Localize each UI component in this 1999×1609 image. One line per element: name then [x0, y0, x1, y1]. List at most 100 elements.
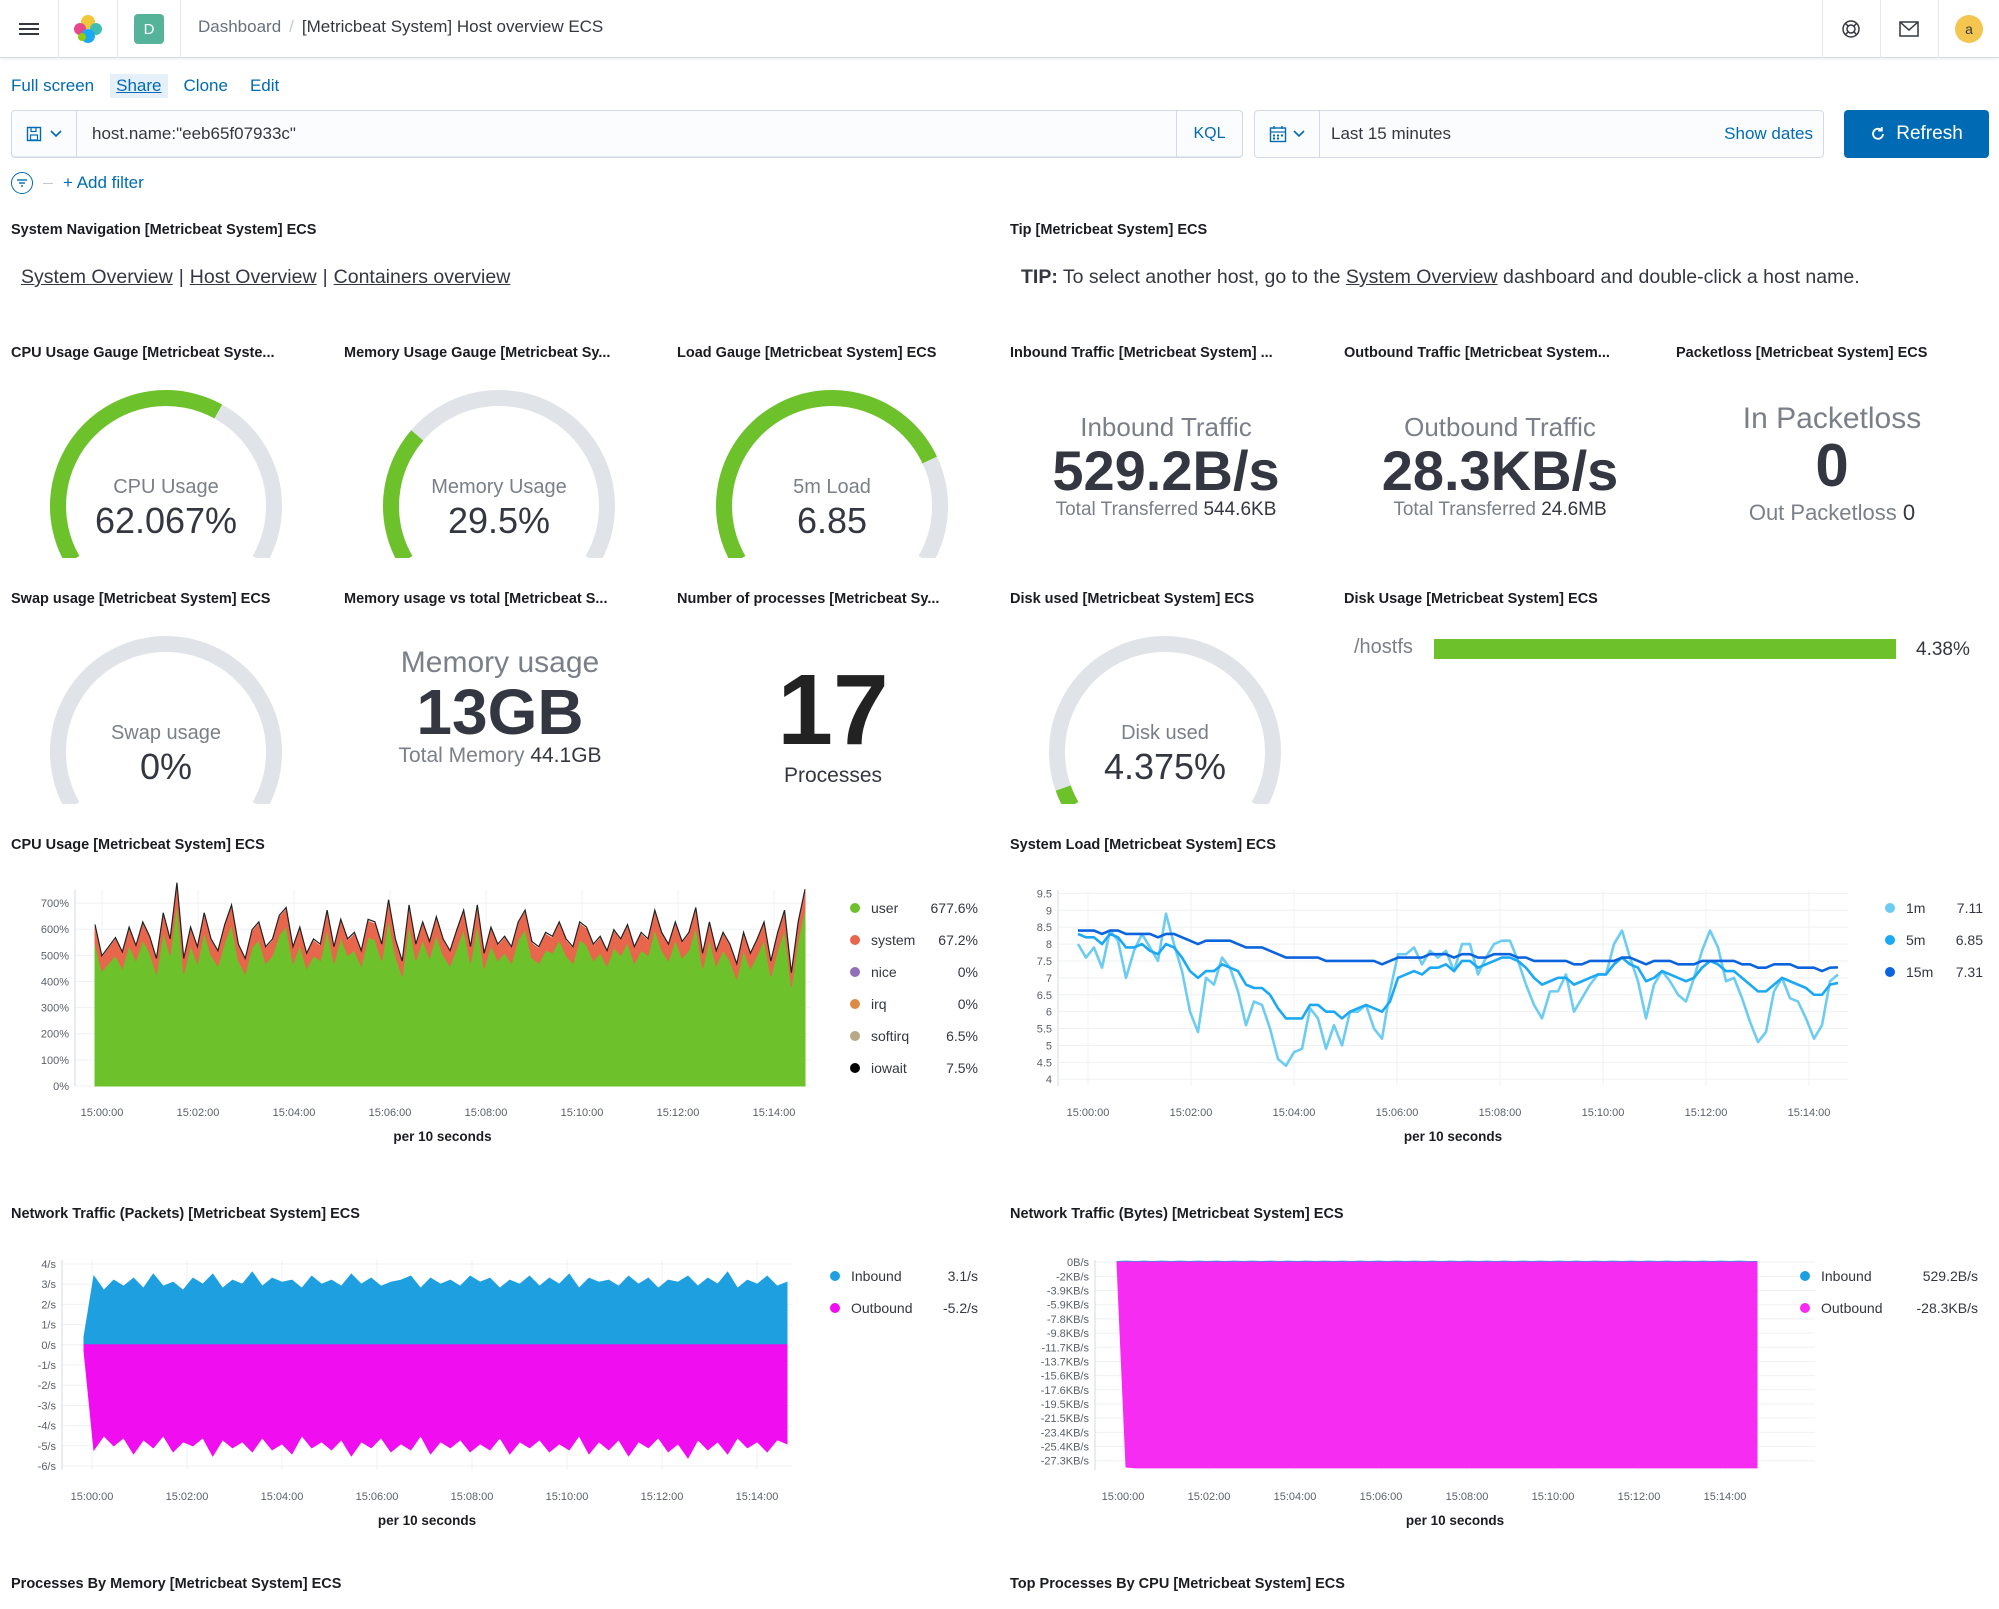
y-tick-label: 5 [1046, 1040, 1052, 1052]
host-overview-link[interactable]: Host Overview [189, 266, 317, 288]
header-divider [58, 0, 59, 58]
legend-dot [850, 1031, 860, 1041]
space-selector[interactable]: D [118, 0, 180, 58]
x-tick-label: 15:00:00 [1102, 1491, 1145, 1503]
x-tick-label: 15:06:00 [369, 1107, 412, 1119]
refresh-button[interactable]: Refresh [1844, 110, 1989, 158]
clone-link[interactable]: Clone [183, 76, 228, 95]
y-tick-label: -19.5KB/s [1041, 1399, 1090, 1411]
kql-toggle-button[interactable]: KQL [1176, 111, 1242, 157]
chevron-down-icon [50, 130, 62, 138]
x-tick-label: 15:00:00 [1067, 1107, 1110, 1119]
user-menu-button[interactable]: a [1940, 0, 1998, 58]
x-tick-label: 15:06:00 [1376, 1107, 1419, 1119]
full-screen-link[interactable]: Full screen [11, 76, 95, 95]
x-tick-label: 15:08:00 [465, 1107, 508, 1119]
legend-dot [1885, 935, 1895, 945]
series-line-15m [1078, 929, 1839, 973]
x-axis-title: per 10 seconds [393, 1129, 491, 1144]
series-area-Outbound [1116, 1261, 1758, 1469]
y-tick-label: 400% [41, 976, 69, 988]
elastic-logo[interactable] [59, 0, 117, 58]
filter-options-icon[interactable] [11, 172, 33, 194]
y-tick-label: -11.7KB/s [1042, 1342, 1090, 1354]
breadcrumb: Dashboard / [Metricbeat System] Host overv… [198, 17, 604, 36]
y-tick-label: 4/s [41, 1259, 56, 1271]
series-area-Inbound [83, 1271, 788, 1346]
legend-value: 6.5% [946, 1028, 978, 1044]
share-link[interactable]: Share [110, 74, 168, 98]
x-tick-label: 15:02:00 [1170, 1107, 1213, 1119]
x-tick-label: 15:06:00 [356, 1491, 399, 1503]
legend-value: 0% [958, 964, 978, 980]
gauge-label: CPU Usage [113, 476, 219, 498]
panel-title: Memory usage vs total [Metricbeat S... [344, 591, 608, 607]
gauge-value: 62.067% [94, 500, 238, 541]
breadcrumb-root[interactable]: Dashboard [198, 17, 282, 36]
legend: Inbound 529.2B/s Outbound -28.3KB/s [1800, 1268, 1978, 1316]
network-packets-chart: -6/s -5/s -4/s -3/s -2/s -1/s 0/s 1/s 2/s 3/s 4/s 1… [38, 1259, 978, 1528]
legend-value: -28.3KB/s [1917, 1300, 1978, 1316]
gauge-label: Disk used [1121, 722, 1209, 744]
quick-date-menu-button[interactable] [1255, 111, 1320, 157]
series-line-1m [1076, 912, 1839, 1068]
y-tick-label: -4/s [38, 1421, 57, 1433]
y-tick-label: 5.5 [1037, 1024, 1052, 1036]
x-tick-label: 15:12:00 [1685, 1107, 1728, 1119]
series-area-Outbound [83, 1344, 788, 1459]
panel-title: Outbound Traffic [Metricbeat System... [1344, 345, 1610, 361]
chevron-down-icon [1293, 130, 1305, 138]
tip-system-overview-link[interactable]: System Overview [1345, 266, 1498, 288]
legend-dot [850, 903, 860, 913]
legend-dot [1800, 1271, 1810, 1281]
system-navigation-panel: System Overview | Host Overview | Containers… [21, 266, 511, 288]
x-tick-label: 15:08:00 [451, 1491, 494, 1503]
legend-label: system [871, 932, 915, 948]
y-axis: 4 4.5 5 5.5 6 6.5 7 7.5 8 8.5 9 9.5 [1037, 888, 1848, 1086]
y-tick-label: 7 [1046, 973, 1052, 985]
legend: user 677.6% system 67.2% nice 0% irq 0% softirq 6… [850, 900, 978, 1076]
edit-link[interactable]: Edit [249, 76, 280, 95]
cpu-usage-gauge: CPU Usage 62.067% [36, 388, 296, 564]
dashboard-top-nav: Full screen Share Clone Edit [11, 74, 301, 98]
header-divider [1938, 0, 1939, 58]
system-overview-link[interactable]: System Overview [21, 266, 173, 288]
menu-toggle-button[interactable] [0, 0, 58, 58]
space-avatar: D [134, 14, 164, 44]
panel-title: Number of processes [Metricbeat Sy... [677, 591, 940, 607]
query-input[interactable]: host.name:"eeb65f07933c" [92, 124, 296, 143]
legend-dot [850, 935, 860, 945]
legend-label: 15m [1906, 964, 1933, 980]
x-tick-label: 15:12:00 [641, 1491, 684, 1503]
add-filter-button[interactable]: + Add filter [63, 173, 144, 192]
gauge-value: 29.5% [447, 500, 551, 541]
memory-usage-gauge: Memory Usage 29.5% [369, 388, 629, 564]
y-tick-label: 7.5 [1037, 956, 1052, 968]
help-button[interactable] [1822, 0, 1880, 58]
gauge-label: 5m Load [793, 476, 871, 498]
tip-panel: TIP: To select another host, go to the S… [1021, 266, 1860, 288]
packetloss-metric: In Packetloss 0 Out Packetloss 0 [1742, 402, 1922, 525]
x-tick-label: 15:04:00 [261, 1491, 304, 1503]
refresh-icon [1872, 127, 1885, 140]
date-range-text[interactable]: Last 15 minutes [1331, 124, 1452, 143]
saved-query-button[interactable] [12, 111, 77, 157]
gauge-fill [716, 390, 937, 564]
legend-dot [1885, 903, 1895, 913]
panel-title: Tip [Metricbeat System] ECS [1010, 222, 1208, 238]
mail-icon [1899, 21, 1919, 37]
date-picker: Last 15 minutes Show dates [1254, 110, 1824, 158]
y-tick-label: 600% [41, 924, 69, 936]
panel-title: System Navigation [Metricbeat System] EC… [11, 222, 317, 238]
newsfeed-button[interactable] [1880, 0, 1938, 58]
x-tick-label: 15:02:00 [1188, 1491, 1231, 1503]
y-tick-label: -17.6KB/s [1041, 1385, 1090, 1397]
containers-overview-link[interactable]: Containers overview [333, 266, 511, 288]
y-tick-label: 6.5 [1037, 990, 1052, 1002]
legend-dot [850, 999, 860, 1009]
legend-value: 6.85 [1956, 932, 1983, 948]
show-dates-button[interactable]: Show dates [1724, 124, 1813, 143]
x-tick-label: 15:14:00 [1704, 1491, 1747, 1503]
x-tick-label: 15:00:00 [71, 1491, 114, 1503]
top-header: D Dashboard / [Metricbeat System] Host ove… [0, 0, 1999, 58]
